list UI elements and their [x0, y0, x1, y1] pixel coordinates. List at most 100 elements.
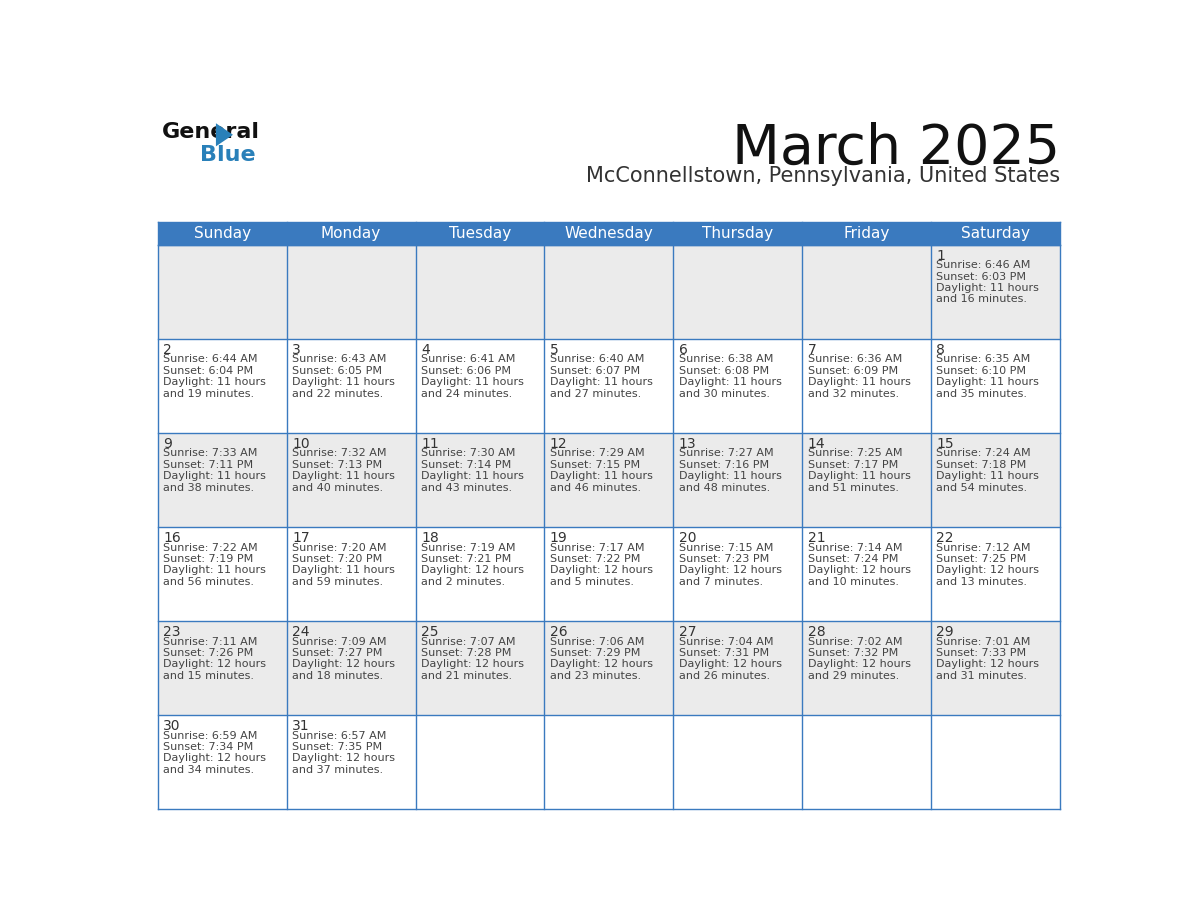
- Bar: [416, 715, 544, 810]
- Text: Sunset: 7:26 PM: Sunset: 7:26 PM: [163, 648, 253, 658]
- Text: Sunrise: 7:04 AM: Sunrise: 7:04 AM: [678, 636, 773, 646]
- Bar: [802, 621, 931, 715]
- Text: and 27 minutes.: and 27 minutes.: [550, 388, 642, 398]
- Text: March 2025: March 2025: [732, 122, 1060, 175]
- Bar: [802, 527, 931, 621]
- Text: Sunrise: 7:29 AM: Sunrise: 7:29 AM: [550, 449, 644, 458]
- Text: and 18 minutes.: and 18 minutes.: [292, 671, 384, 681]
- Text: Daylight: 11 hours: Daylight: 11 hours: [292, 565, 394, 576]
- Text: Sunset: 6:05 PM: Sunset: 6:05 PM: [292, 365, 383, 375]
- Text: McConnellstown, Pennsylvania, United States: McConnellstown, Pennsylvania, United Sta…: [586, 165, 1060, 185]
- Text: Sunrise: 7:33 AM: Sunrise: 7:33 AM: [163, 449, 258, 458]
- Bar: [286, 715, 416, 810]
- Text: Sunset: 7:35 PM: Sunset: 7:35 PM: [292, 742, 383, 752]
- Text: and 21 minutes.: and 21 minutes.: [421, 671, 512, 681]
- Text: Sunset: 6:04 PM: Sunset: 6:04 PM: [163, 365, 253, 375]
- Text: Sunset: 7:11 PM: Sunset: 7:11 PM: [163, 460, 253, 470]
- Bar: [416, 527, 544, 621]
- Text: 3: 3: [292, 343, 301, 357]
- Text: Sunset: 6:03 PM: Sunset: 6:03 PM: [936, 272, 1026, 282]
- Text: Daylight: 12 hours: Daylight: 12 hours: [808, 659, 910, 669]
- Text: and 35 minutes.: and 35 minutes.: [936, 388, 1028, 398]
- Text: Daylight: 11 hours: Daylight: 11 hours: [936, 377, 1040, 387]
- Text: Sunrise: 7:25 AM: Sunrise: 7:25 AM: [808, 449, 902, 458]
- Text: 19: 19: [550, 532, 568, 545]
- Bar: [286, 621, 416, 715]
- Text: Sunrise: 6:44 AM: Sunrise: 6:44 AM: [163, 354, 258, 364]
- Text: and 15 minutes.: and 15 minutes.: [163, 671, 254, 681]
- Text: 20: 20: [678, 532, 696, 545]
- Text: 29: 29: [936, 625, 954, 640]
- Text: Daylight: 12 hours: Daylight: 12 hours: [936, 659, 1040, 669]
- Text: 31: 31: [292, 720, 310, 733]
- Text: and 46 minutes.: and 46 minutes.: [550, 483, 642, 493]
- Bar: [931, 339, 1060, 433]
- Text: 6: 6: [678, 343, 688, 357]
- Bar: [158, 222, 1060, 245]
- Text: 2: 2: [163, 343, 172, 357]
- Bar: [674, 715, 802, 810]
- Text: Daylight: 12 hours: Daylight: 12 hours: [163, 754, 266, 764]
- Text: Sunrise: 7:22 AM: Sunrise: 7:22 AM: [163, 543, 258, 553]
- Text: Sunrise: 7:27 AM: Sunrise: 7:27 AM: [678, 449, 773, 458]
- Text: and 37 minutes.: and 37 minutes.: [292, 765, 384, 775]
- Text: and 22 minutes.: and 22 minutes.: [292, 388, 384, 398]
- Bar: [674, 621, 802, 715]
- Text: Sunset: 6:09 PM: Sunset: 6:09 PM: [808, 365, 898, 375]
- Text: Daylight: 12 hours: Daylight: 12 hours: [421, 565, 524, 576]
- Text: and 10 minutes.: and 10 minutes.: [808, 577, 898, 587]
- Text: 8: 8: [936, 343, 946, 357]
- Text: Sunset: 7:15 PM: Sunset: 7:15 PM: [550, 460, 640, 470]
- Text: 25: 25: [421, 625, 438, 640]
- Text: Sunrise: 7:07 AM: Sunrise: 7:07 AM: [421, 636, 516, 646]
- Text: Sunrise: 7:02 AM: Sunrise: 7:02 AM: [808, 636, 902, 646]
- Text: Sunday: Sunday: [194, 226, 251, 241]
- Text: and 59 minutes.: and 59 minutes.: [292, 577, 384, 587]
- Text: Daylight: 11 hours: Daylight: 11 hours: [678, 377, 782, 387]
- Text: and 54 minutes.: and 54 minutes.: [936, 483, 1028, 493]
- Text: Sunset: 6:07 PM: Sunset: 6:07 PM: [550, 365, 640, 375]
- Bar: [674, 245, 802, 339]
- Text: Sunrise: 6:59 AM: Sunrise: 6:59 AM: [163, 731, 258, 741]
- Text: Sunset: 7:31 PM: Sunset: 7:31 PM: [678, 648, 769, 658]
- Bar: [674, 433, 802, 527]
- Bar: [544, 527, 674, 621]
- Text: Sunrise: 6:46 AM: Sunrise: 6:46 AM: [936, 261, 1031, 270]
- Text: Saturday: Saturday: [961, 226, 1030, 241]
- Bar: [802, 715, 931, 810]
- Text: Daylight: 11 hours: Daylight: 11 hours: [292, 377, 394, 387]
- Text: Sunrise: 7:11 AM: Sunrise: 7:11 AM: [163, 636, 258, 646]
- Text: and 51 minutes.: and 51 minutes.: [808, 483, 898, 493]
- Text: Daylight: 12 hours: Daylight: 12 hours: [678, 659, 782, 669]
- Text: Sunrise: 7:06 AM: Sunrise: 7:06 AM: [550, 636, 644, 646]
- Text: 9: 9: [163, 437, 172, 452]
- Text: 12: 12: [550, 437, 568, 452]
- Text: General: General: [162, 122, 260, 141]
- Text: and 32 minutes.: and 32 minutes.: [808, 388, 898, 398]
- Text: and 24 minutes.: and 24 minutes.: [421, 388, 512, 398]
- Text: Daylight: 11 hours: Daylight: 11 hours: [678, 471, 782, 481]
- Text: and 5 minutes.: and 5 minutes.: [550, 577, 634, 587]
- Text: 27: 27: [678, 625, 696, 640]
- Text: Sunset: 7:16 PM: Sunset: 7:16 PM: [678, 460, 769, 470]
- Text: Daylight: 11 hours: Daylight: 11 hours: [550, 377, 652, 387]
- Text: and 26 minutes.: and 26 minutes.: [678, 671, 770, 681]
- Text: Sunrise: 6:41 AM: Sunrise: 6:41 AM: [421, 354, 516, 364]
- Text: and 56 minutes.: and 56 minutes.: [163, 577, 254, 587]
- Text: Daylight: 11 hours: Daylight: 11 hours: [163, 377, 266, 387]
- Bar: [286, 339, 416, 433]
- Text: Sunrise: 7:09 AM: Sunrise: 7:09 AM: [292, 636, 386, 646]
- Text: Sunset: 7:28 PM: Sunset: 7:28 PM: [421, 648, 511, 658]
- Text: Sunrise: 7:17 AM: Sunrise: 7:17 AM: [550, 543, 644, 553]
- Bar: [158, 433, 286, 527]
- Text: Sunset: 7:25 PM: Sunset: 7:25 PM: [936, 554, 1026, 564]
- Text: and 19 minutes.: and 19 minutes.: [163, 388, 254, 398]
- Text: Daylight: 11 hours: Daylight: 11 hours: [936, 283, 1040, 293]
- Text: Sunrise: 6:36 AM: Sunrise: 6:36 AM: [808, 354, 902, 364]
- Text: Sunrise: 7:12 AM: Sunrise: 7:12 AM: [936, 543, 1031, 553]
- Text: Sunrise: 7:01 AM: Sunrise: 7:01 AM: [936, 636, 1031, 646]
- Text: Daylight: 11 hours: Daylight: 11 hours: [163, 565, 266, 576]
- Text: Sunset: 6:08 PM: Sunset: 6:08 PM: [678, 365, 769, 375]
- Text: 4: 4: [421, 343, 430, 357]
- Text: Sunrise: 7:30 AM: Sunrise: 7:30 AM: [421, 449, 516, 458]
